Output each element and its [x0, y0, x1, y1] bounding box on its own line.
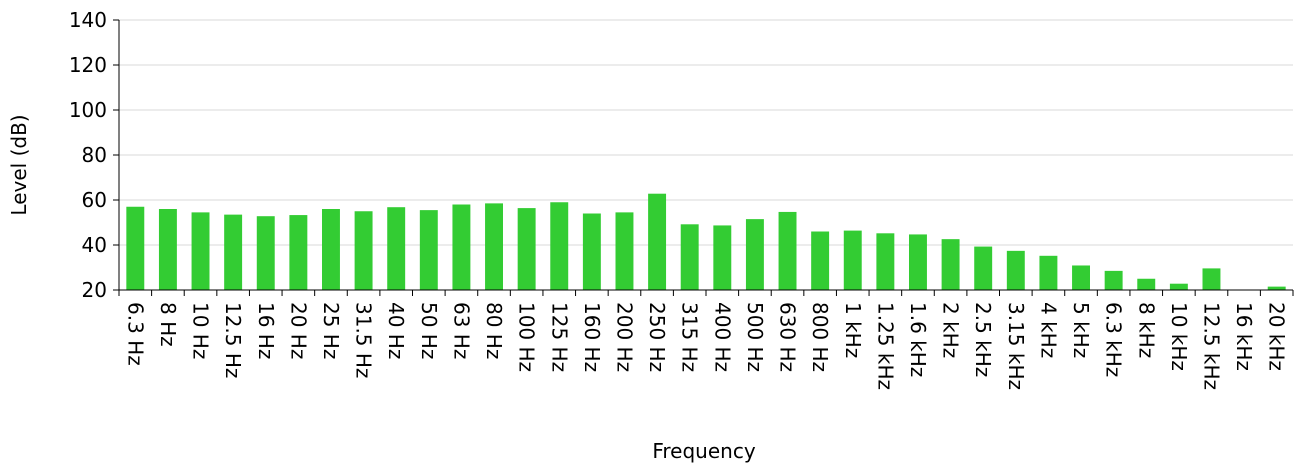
bar — [843, 230, 862, 290]
bar — [1072, 265, 1090, 290]
bar — [419, 210, 438, 290]
bar — [485, 203, 503, 290]
x-tick-label: 125 Hz — [547, 302, 571, 372]
bar — [354, 211, 373, 290]
grid-lines — [119, 19, 1293, 246]
bar — [909, 234, 927, 290]
x-tick-label: 1.6 kHz — [906, 302, 930, 377]
x-tick-label: 400 Hz — [710, 302, 734, 372]
x-tick-label: 31.5 Hz — [352, 302, 376, 378]
x-tick-label: 6.3 kHz — [1102, 302, 1126, 377]
y-tick-label: 80 — [82, 143, 107, 167]
x-tick-label: 16 Hz — [254, 302, 278, 359]
x-tick-label: 40 Hz — [384, 302, 408, 359]
x-tick-label: 2.5 kHz — [971, 302, 995, 377]
x-tick-label: 20 Hz — [286, 302, 310, 359]
bar — [517, 208, 536, 290]
bar — [941, 239, 960, 290]
y-axis: 20 40 60 80 100 120 140 — [69, 8, 120, 302]
bar — [974, 246, 993, 290]
x-tick-label: 10 Hz — [189, 302, 213, 359]
bar — [811, 231, 830, 290]
bar — [289, 215, 308, 290]
x-tick-label: 5 kHz — [1069, 302, 1093, 358]
bar — [680, 224, 699, 290]
bar — [615, 212, 634, 290]
bar — [1104, 270, 1123, 290]
x-axis: 6.3 Hz 8 Hz 10 Hz 12.5 Hz 16 Hz 20 Hz 25 Hz 31.… — [118, 289, 1294, 390]
x-tick-label: 630 Hz — [776, 302, 800, 372]
x-tick-label: 2 kHz — [939, 302, 963, 358]
y-tick-label: 140 — [69, 8, 107, 32]
bar — [1006, 250, 1025, 290]
x-tick-label: 4 kHz — [1036, 302, 1060, 358]
x-tick-label: 20 kHz — [1265, 302, 1289, 371]
x-tick-label: 200 Hz — [612, 302, 636, 372]
x-tick-label: 12.5 Hz — [221, 302, 245, 378]
bar — [648, 193, 667, 290]
y-tick-label: 100 — [69, 98, 107, 122]
bar — [1039, 255, 1058, 290]
bar — [126, 206, 145, 290]
x-tick-label: 16 kHz — [1232, 302, 1256, 371]
y-tick-label: 120 — [69, 53, 107, 77]
x-tick-label: 63 Hz — [449, 302, 473, 359]
x-axis-label: Frequency — [652, 439, 755, 463]
x-tick-label: 500 Hz — [743, 302, 767, 372]
bars — [126, 193, 1286, 290]
x-tick-label: 160 Hz — [580, 302, 604, 372]
bar — [191, 212, 210, 290]
bar — [745, 219, 764, 290]
x-tick-label: 12.5 kHz — [1199, 302, 1223, 390]
x-tick-label: 800 Hz — [808, 302, 832, 372]
bar — [876, 233, 895, 290]
y-tick-label: 60 — [82, 188, 107, 212]
y-tick-label: 20 — [82, 278, 107, 302]
x-tick-label: 10 kHz — [1167, 302, 1191, 371]
bar — [1267, 286, 1286, 290]
x-tick-label: 1 kHz — [841, 302, 865, 358]
x-tick-label: 8 kHz — [1134, 302, 1158, 358]
bar — [550, 202, 569, 290]
x-tick-label: 100 Hz — [515, 302, 539, 372]
x-tick-label: 250 Hz — [645, 302, 669, 372]
bar — [322, 209, 340, 290]
x-tick-label: 1.25 kHz — [873, 302, 897, 390]
x-tick-label: 25 Hz — [319, 302, 343, 359]
x-tick-label: 3.15 kHz — [1004, 302, 1028, 390]
bar — [1169, 283, 1188, 290]
bar — [713, 225, 732, 290]
bar — [387, 207, 406, 290]
bar — [1202, 268, 1221, 290]
x-tick-label: 6.3 Hz — [123, 302, 147, 366]
bar — [778, 211, 797, 290]
bar — [1137, 278, 1156, 290]
y-axis-label: Level (dB) — [7, 114, 31, 215]
bar — [158, 209, 177, 290]
bar — [256, 216, 275, 290]
x-tick-label: 80 Hz — [482, 302, 506, 359]
bar — [224, 214, 243, 290]
x-tick-label: 315 Hz — [678, 302, 702, 372]
bar — [582, 213, 601, 290]
bar — [452, 204, 471, 290]
y-tick-label: 40 — [82, 233, 107, 257]
x-tick-label: 8 Hz — [156, 302, 180, 347]
x-tick-label: 50 Hz — [417, 302, 441, 359]
